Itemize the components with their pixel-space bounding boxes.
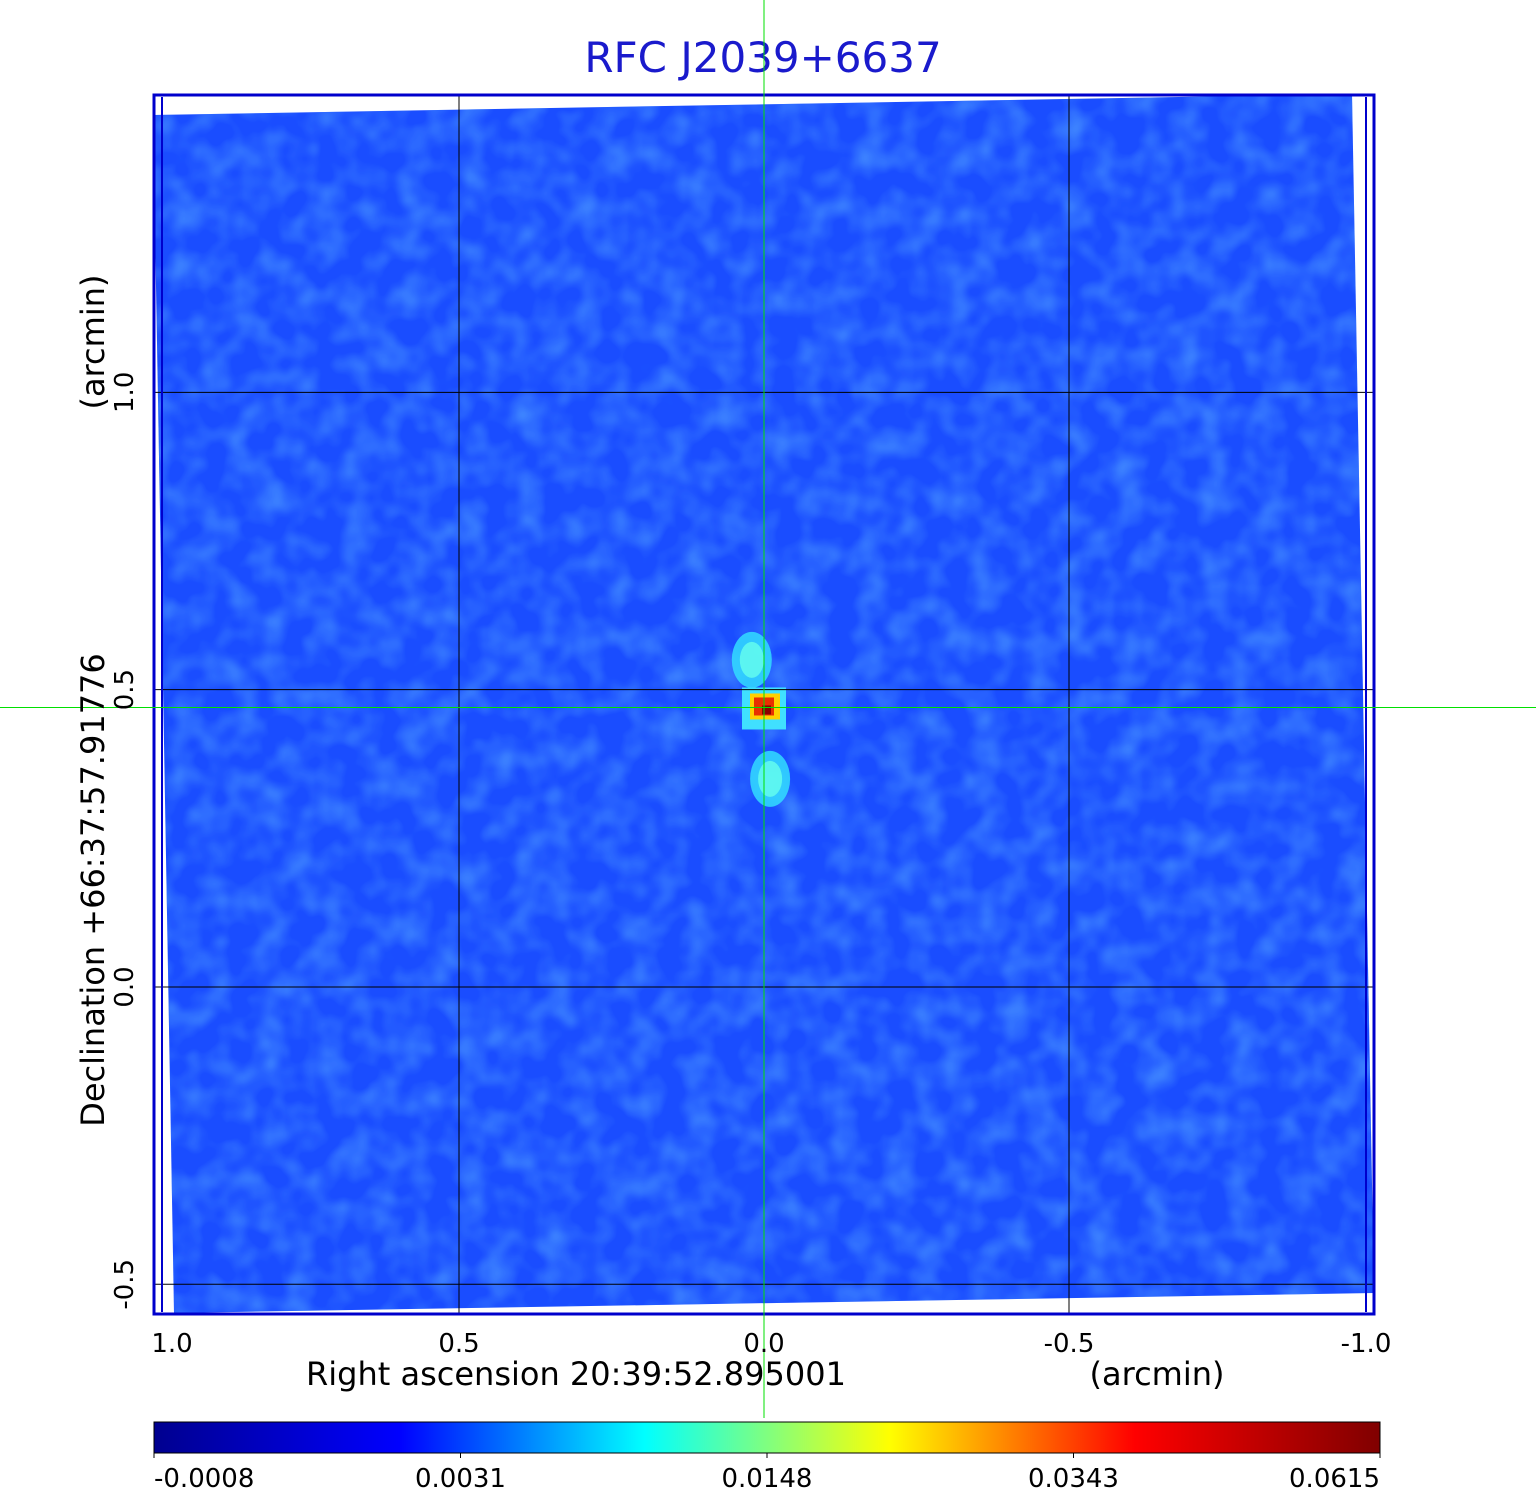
colorbar-tick-label: -0.0008 — [154, 1464, 254, 1494]
y-axis-label: Declination +66:37:57.91776 — [74, 653, 112, 1127]
y-tick-label: 0.5 — [110, 669, 140, 710]
y-tick-label: 0.0 — [110, 966, 140, 1007]
colorbar: -0.0008 0.0031 0.0148 0.0343 0.0615 — [153, 1421, 1381, 1494]
crosshair — [0, 0, 1536, 1418]
y-axis-unit: (arcmin) — [74, 275, 112, 410]
colorbar-tick-label: 0.0031 — [415, 1464, 506, 1494]
x-tick-label: 1.0 — [151, 1329, 192, 1359]
x-tick-label: 0.5 — [438, 1329, 479, 1359]
south-component-peak — [758, 760, 783, 797]
y-tick-labels: 1.0 0.5 0.0 -0.5 — [110, 372, 140, 1310]
x-axis-unit: (arcmin) — [1090, 1355, 1225, 1393]
y-tick-label: 1.0 — [110, 372, 140, 413]
colorbar-tick-label: 0.0343 — [1028, 1464, 1119, 1494]
north-jet-peak — [739, 641, 764, 678]
colorbar-bar — [153, 1421, 1381, 1454]
chart-title: RFC J2039+6637 — [584, 33, 941, 82]
plot-area — [152, 93, 1376, 1316]
x-tick-label: -1.0 — [1341, 1329, 1392, 1359]
colorbar-tick-labels: -0.0008 0.0031 0.0148 0.0343 0.0615 — [153, 1453, 1381, 1494]
x-tick-label: 0.0 — [743, 1329, 784, 1359]
core-max — [762, 705, 771, 715]
source-features — [731, 631, 791, 807]
x-axis-label: Right ascension 20:39:52.895001 — [306, 1355, 846, 1393]
colorbar-tick-label: 0.0148 — [722, 1464, 813, 1494]
y-tick-label: -0.5 — [110, 1259, 140, 1310]
x-tick-labels: 1.0 0.5 0.0 -0.5 -1.0 — [151, 1329, 1391, 1359]
x-tick-label: -0.5 — [1044, 1329, 1095, 1359]
colorbar-tick-label: 0.0615 — [1289, 1464, 1380, 1494]
